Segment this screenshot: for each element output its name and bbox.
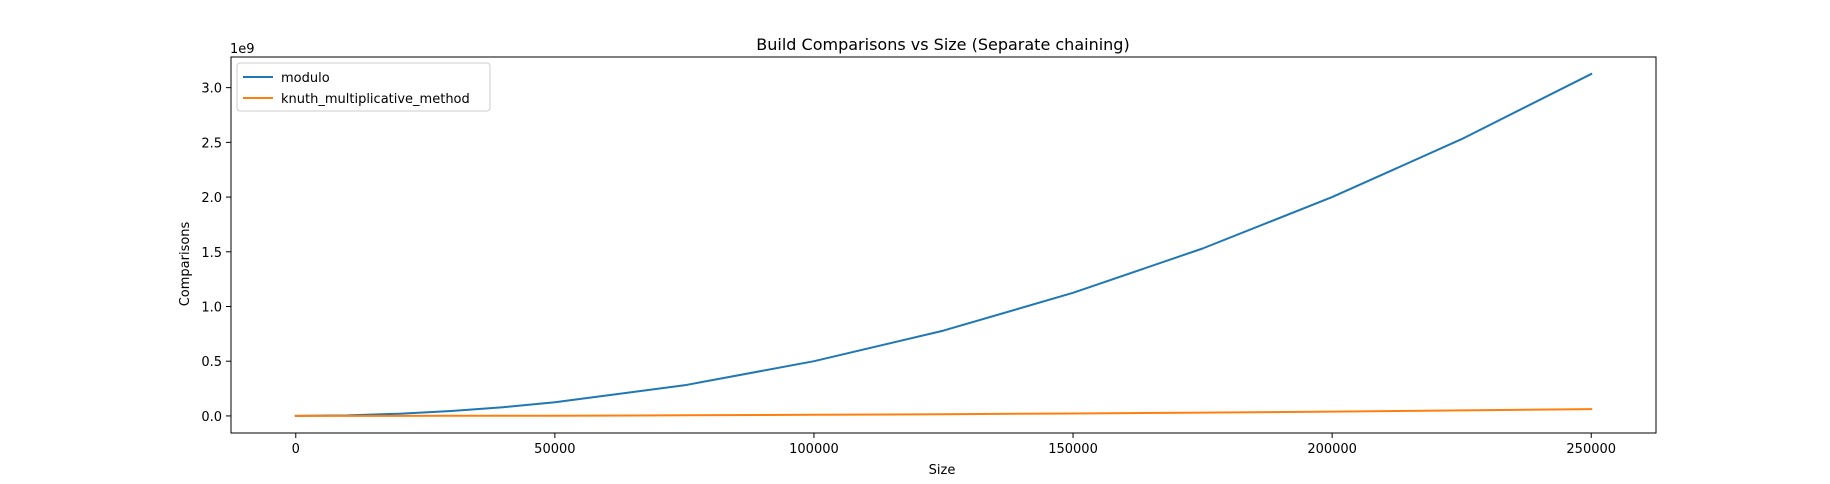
series-lines (294, 72, 1593, 417)
y-tick-label: 1.5 (201, 246, 222, 261)
y-axis-ticks: 0.0 0.5 1.0 1.5 2.0 2.5 3.0 (201, 82, 231, 425)
x-tick-label: 50000 (534, 442, 575, 457)
chart-title: Build Comparisons vs Size (Separate chai… (756, 35, 1129, 54)
series-line-knuth (294, 408, 1593, 417)
y-axis-offset-label: 1e9 (230, 42, 255, 57)
x-tick-label: 0 (292, 442, 300, 457)
y-tick-label: 0.5 (201, 355, 222, 370)
y-tick-label: 0.0 (201, 410, 222, 425)
legend-label-knuth: knuth_multiplicative_method (281, 92, 470, 107)
plot-area-frame (230, 56, 1657, 434)
legend: modulo knuth_multiplicative_method (236, 62, 491, 112)
x-tick-label: 150000 (1048, 442, 1098, 457)
x-tick-label: 250000 (1566, 442, 1616, 457)
y-tick-label: 1.0 (201, 300, 222, 315)
y-tick-label: 2.5 (201, 136, 222, 151)
y-tick-label: 2.0 (201, 191, 222, 206)
x-axis-label: Size (929, 463, 956, 478)
y-tick-label: 3.0 (201, 82, 222, 97)
x-tick-label: 200000 (1307, 442, 1357, 457)
y-axis-label: Comparisons (178, 221, 193, 306)
x-axis-ticks: 0 50000 100000 150000 200000 250000 (292, 433, 1616, 457)
x-tick-label: 100000 (789, 442, 839, 457)
legend-label-modulo: modulo (281, 71, 330, 86)
series-line-modulo (294, 72, 1593, 417)
legend-box (236, 62, 491, 112)
